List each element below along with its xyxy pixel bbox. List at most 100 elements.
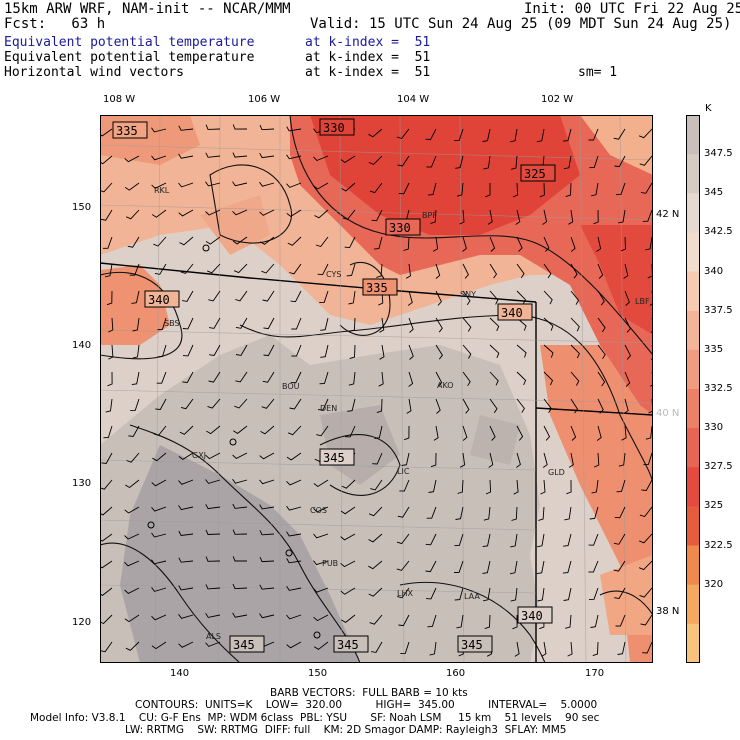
barb-legend: BARB VECTORS: FULL BARB = 10 kts: [270, 687, 468, 699]
wind-barb: [232, 478, 248, 484]
wind-barb: [516, 425, 524, 441]
field1-level: at k-index = 51: [305, 35, 431, 50]
wind-barb: [597, 398, 604, 414]
wind-barb: [510, 587, 518, 602]
wind-barb: [155, 398, 167, 410]
wind-barb: [317, 263, 329, 276]
field1-name: Equivalent potential temperature: [4, 35, 255, 50]
wind-barb: [462, 398, 470, 414]
wind-barb: [462, 344, 472, 359]
wind-barb: [178, 585, 194, 591]
wind-barb: [368, 533, 383, 543]
wind-barb: [205, 556, 221, 562]
wind-barb: [543, 236, 550, 252]
wind-barb: [397, 506, 410, 518]
wind-barb: [570, 317, 580, 332]
wind-barb: [618, 209, 626, 224]
wind-barb: [516, 236, 523, 252]
wind-barb: [368, 155, 383, 165]
wind-barb: [313, 587, 329, 593]
wind-barb: [259, 209, 275, 216]
field-nw-patch: [200, 195, 270, 255]
wind-barb: [589, 506, 599, 520]
station-gld: GLD: [548, 468, 565, 477]
wind-barb: [408, 344, 414, 360]
contour-label-340-w: 340: [144, 290, 180, 308]
wind-barb: [259, 479, 275, 485]
wind-barb: [513, 479, 519, 495]
wind-barb: [405, 263, 411, 279]
wind-barb: [426, 506, 437, 519]
wind-barb: [156, 371, 167, 384]
wind-barb: [400, 641, 410, 655]
wind-barb: [289, 263, 302, 275]
wind-barb: [261, 263, 275, 274]
wind-barb: [455, 506, 464, 520]
wind-barb: [180, 398, 194, 410]
colorbar-swatch: [686, 428, 700, 468]
lon-label-108w: 108 W: [103, 94, 136, 105]
wind-barb: [543, 371, 554, 386]
colorbar-swatch: [686, 545, 700, 586]
wind-barb: [396, 560, 410, 571]
wind-barb: [639, 155, 653, 166]
wind-barb: [588, 533, 599, 546]
wind-barb: [516, 398, 525, 413]
wind-barb: [614, 506, 626, 519]
wind-barb: [459, 209, 465, 225]
wind-barb: [613, 560, 626, 572]
field2-level: at k-index = 51: [305, 50, 431, 65]
wind-barb: [432, 236, 439, 252]
wind-barb: [205, 479, 221, 484]
wind-barb: [286, 452, 302, 461]
wind-barb: [621, 425, 627, 441]
wind-barb: [206, 425, 221, 435]
wind-barb: [404, 425, 410, 441]
wind-barb: [399, 479, 410, 492]
wind-barb: [489, 263, 498, 279]
wind-barb: [543, 398, 552, 414]
wind-barb: [100, 128, 113, 137]
wind-barb: [642, 209, 653, 222]
wind-barb: [157, 317, 167, 331]
wind-barb: [624, 344, 632, 360]
wind-barb: [348, 371, 356, 386]
svg-text:345: 345: [233, 638, 255, 652]
wind-barb: [259, 124, 275, 131]
wind-barb: [536, 128, 545, 143]
lat-label-42n: 42 N: [656, 209, 680, 220]
wind-barb: [178, 557, 194, 563]
wind-barb: [151, 209, 167, 218]
wind-barb: [368, 128, 383, 138]
wind-barb: [124, 560, 140, 567]
wind-barb: [430, 209, 437, 224]
svg-text:340: 340: [501, 306, 523, 320]
wind-barb: [178, 614, 194, 619]
wind-barb: [398, 614, 410, 627]
wind-barb: [489, 398, 498, 414]
wind-barb: [126, 209, 140, 220]
svg-text:345: 345: [323, 451, 345, 465]
wind-barb: [639, 533, 653, 544]
y-label-120: 120: [72, 617, 92, 628]
wind-barb: [286, 209, 302, 217]
wind-barb: [259, 556, 275, 563]
wind-barb: [314, 209, 329, 219]
wind-barb: [588, 128, 599, 141]
wind-barb: [153, 425, 167, 436]
wind-barb: [462, 236, 467, 252]
wind-barb: [124, 533, 140, 540]
wind-barb: [537, 533, 545, 548]
wind-barb: [483, 155, 491, 170]
wind-barb: [259, 452, 275, 460]
wind-barb: [347, 398, 356, 412]
wind-barb: [425, 128, 437, 141]
wind-barb: [373, 236, 383, 250]
wind-barb: [638, 560, 653, 571]
smoothing-label: sm= 1: [578, 65, 618, 80]
model-title: 15km ARW WRF, NAM-init -- NCAR/MMM: [4, 1, 291, 17]
wind-barb: [349, 317, 356, 332]
wind-barb: [401, 452, 410, 466]
wind-barb: [512, 182, 519, 198]
wind-barb: [615, 182, 626, 195]
